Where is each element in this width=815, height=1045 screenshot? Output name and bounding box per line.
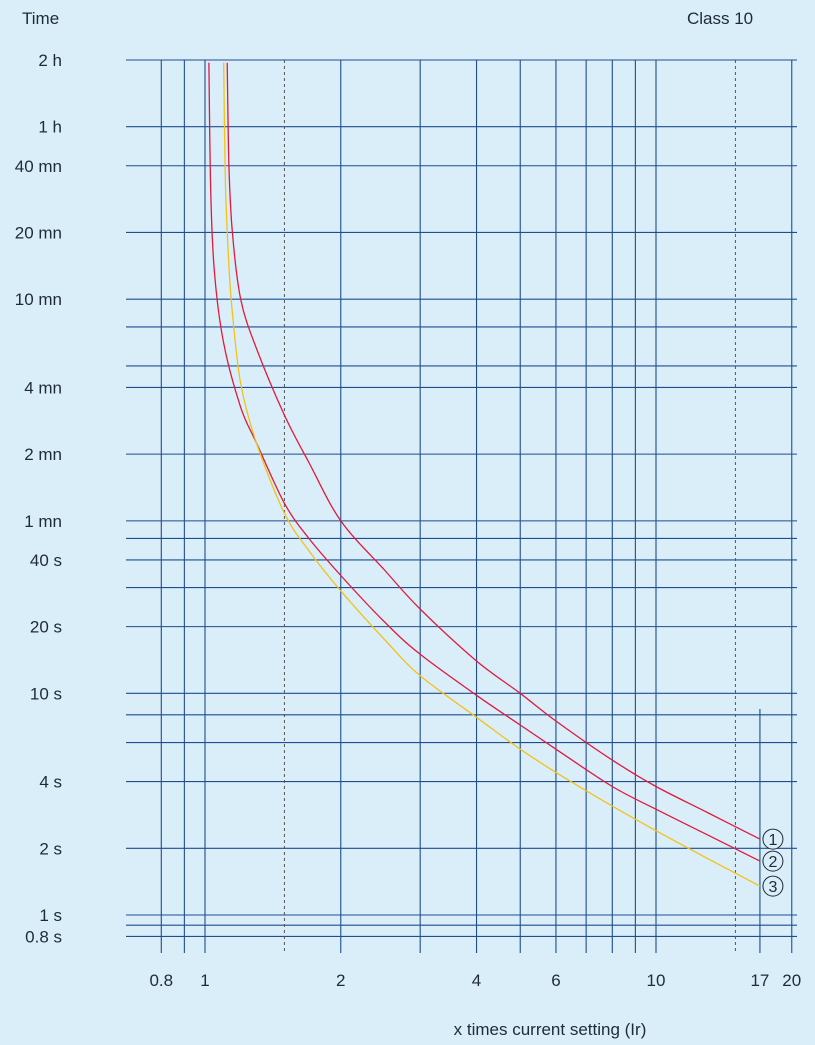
x-tick-label: 0.8 (149, 971, 173, 990)
y-tick-label: 40 mn (15, 157, 62, 176)
grid (126, 59, 797, 953)
series-label-3: 3 (768, 879, 777, 896)
curves (208, 62, 761, 887)
y-tick-label: 4 mn (24, 378, 62, 397)
y-tick-label: 40 s (30, 551, 62, 570)
y-tick-label: 0.8 s (25, 927, 62, 946)
y-tick-label: 2 s (39, 839, 62, 858)
series-label-2: 2 (768, 854, 777, 871)
y-tick-label: 1 mn (24, 512, 62, 531)
y-tick-label: 2 mn (24, 445, 62, 464)
series-label-1: 1 (768, 832, 777, 849)
x-tick-label: 10 (647, 971, 666, 990)
series-marker-2 (762, 850, 784, 872)
x-tick-label: 17 (750, 971, 769, 990)
chart-title: Class 10 (687, 9, 753, 28)
x-tick-label: 6 (551, 971, 560, 990)
series-line-2 (208, 62, 761, 862)
x-axis-title: x times current setting (Ir) (454, 1020, 647, 1039)
y-tick-label: 4 s (39, 773, 62, 792)
labels: 2 h 1 h 40 mn 20 mn 10 mn 4 mn 2 mn 1 mn 40 s 20 … (15, 51, 801, 990)
y-tick-label: 1 h (38, 118, 62, 137)
series-line-1 (226, 62, 761, 840)
y-tick-label: 10 mn (15, 290, 62, 309)
x-tick-label: 4 (472, 971, 481, 990)
y-tick-label: 20 s (30, 618, 62, 637)
series-marker-3 (762, 875, 784, 897)
x-tick-label: 2 (336, 971, 345, 990)
y-tick-label: 20 mn (15, 223, 62, 242)
series-line-3 (223, 62, 761, 887)
x-tick-label: 20 (782, 971, 801, 990)
series-marker-1 (762, 828, 784, 850)
y-tick-label: 1 s (39, 906, 62, 925)
y-tick-label: 10 s (30, 684, 62, 703)
y-tick-label: 2 h (38, 51, 62, 70)
y-axis-title: Time (22, 9, 59, 28)
x-tick-label: 1 (200, 971, 209, 990)
